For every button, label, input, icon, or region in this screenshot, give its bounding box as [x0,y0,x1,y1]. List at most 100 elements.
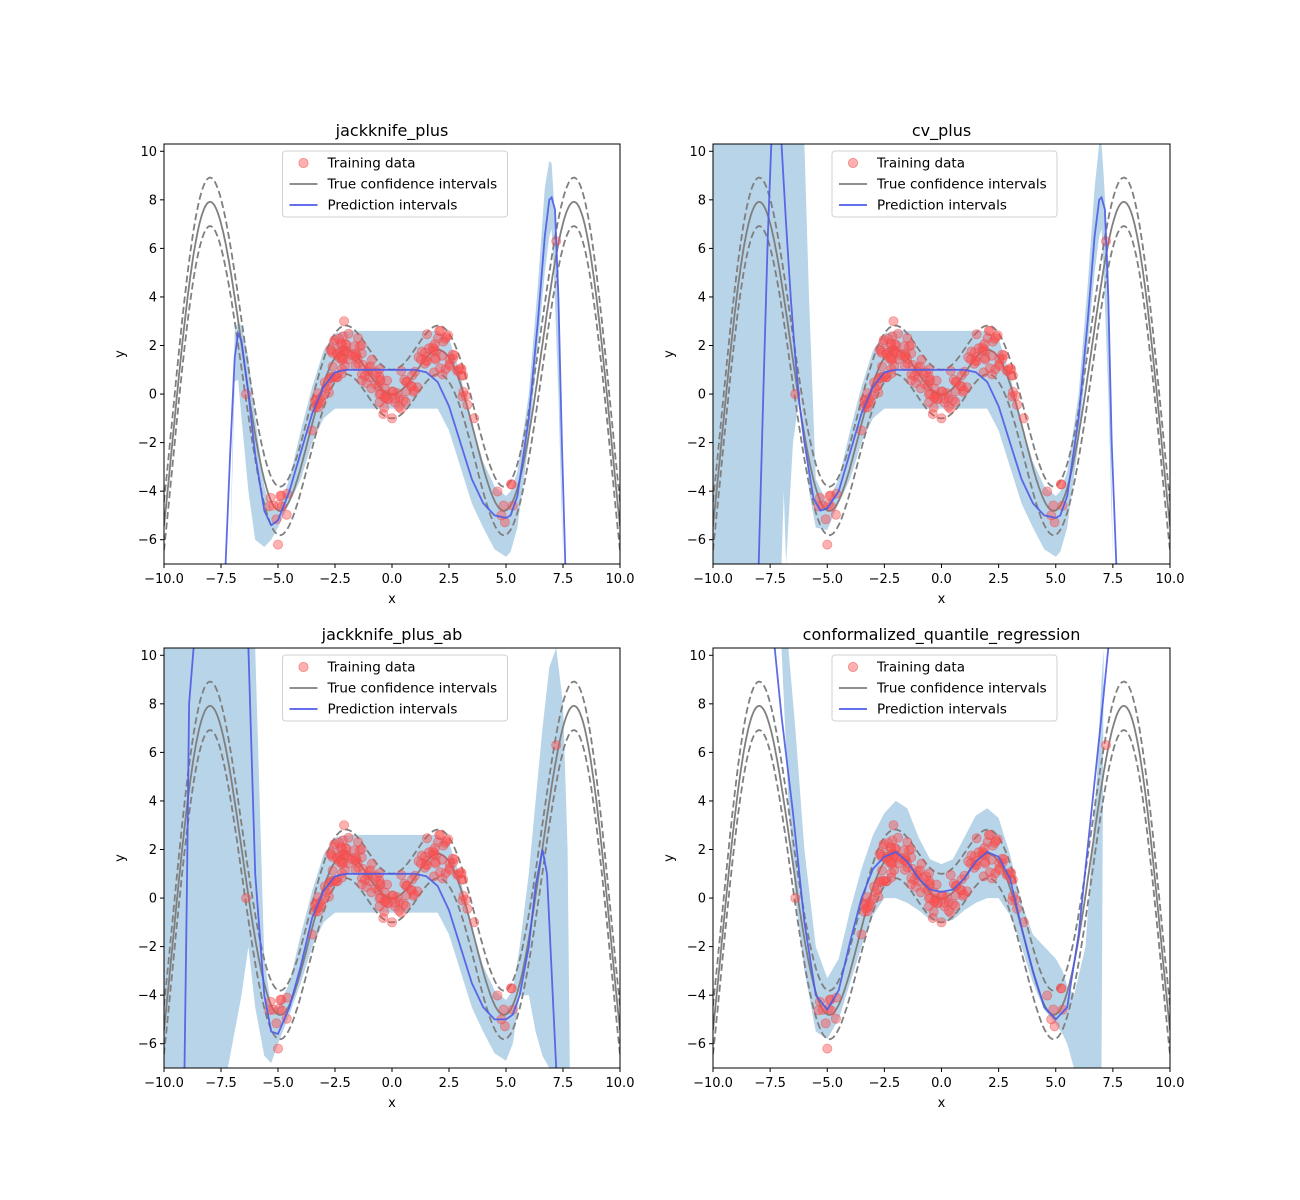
x-tick-label: 5.0 [1045,1076,1066,1091]
prediction-line [773,648,1110,1021]
training-points [790,236,1112,550]
x-tick-label: −2.5 [869,572,901,587]
y-tick-label: −2 [687,940,706,955]
training-point [374,893,385,904]
training-point [276,1005,287,1016]
y-tick-label: 6 [698,746,706,761]
training-point [958,385,969,396]
prediction-line [183,648,558,1068]
training-point [346,853,357,864]
x-tick-label: −5.0 [811,1076,843,1091]
true-function-line [164,201,620,527]
true-interval-dashed-line [164,225,620,551]
x-tick-label: 7.5 [1103,1076,1124,1091]
training-point [916,354,927,365]
training-point [878,335,889,346]
training-point [984,363,995,374]
training-point [1048,500,1059,511]
training-point [319,881,330,892]
x-tick-label: 10.0 [606,1076,635,1091]
y-tick-label: 2 [698,339,706,354]
true-function-line [164,705,620,1031]
training-point [393,905,404,916]
training-point [268,500,279,511]
y-tick-label: 4 [149,794,157,809]
training-point [1012,399,1023,410]
training-point [393,401,404,412]
y-tick-label: 0 [698,388,706,403]
training-point [895,349,906,360]
y-tick-label: 8 [698,193,706,208]
plot-area [164,648,620,1068]
training-point [399,374,410,385]
training-point [386,917,397,928]
x-tick-label: 0.0 [931,1076,952,1091]
training-point [790,893,801,904]
y-tick-label: 10 [689,649,706,664]
training-point [979,843,990,854]
training-point [388,386,399,397]
legend-box [282,654,508,722]
true-function-line [713,201,1170,527]
training-point [923,893,934,904]
training-point [455,867,466,878]
y-tick-label: 0 [149,388,157,403]
training-point [1018,413,1029,424]
training-point [415,858,426,869]
training-point [441,835,452,846]
training-point [492,990,503,1001]
training-point [264,501,275,512]
training-point [444,353,455,364]
legend: Training data True confidence intervals Pr… [831,654,1058,722]
y-tick-label: 0 [149,892,157,907]
plot-area [164,161,620,564]
x-tick-label: 5.0 [496,572,517,587]
x-tick-label: 7.5 [1103,572,1124,587]
training-point [820,1018,831,1029]
y-tick-label: −6 [138,533,157,548]
training-point [923,389,934,400]
training-point [945,365,956,376]
training-point [429,339,440,350]
training-point [994,865,1005,876]
training-point [409,889,420,900]
training-point [971,329,982,340]
training-point [336,858,347,869]
training-point [339,316,350,327]
training-point [965,354,976,365]
training-point [830,509,841,520]
training-point [951,376,962,387]
x-tick-label: −2.5 [319,572,351,587]
training-point [329,335,340,346]
y-tick-label: 4 [698,290,706,305]
training-point [927,913,938,924]
training-point [937,386,948,397]
true-interval-dashed-line [713,225,1170,551]
panel-title: conformalized_quantile_regression [803,625,1081,645]
training-point [415,354,426,365]
training-point [824,490,835,501]
training-point [994,353,1005,364]
training-point [458,386,469,397]
training-point [895,853,906,864]
y-tick-label: −2 [138,436,157,451]
training-point [987,873,998,884]
legend-marker-training [298,157,309,169]
y-tick-label: 10 [140,145,157,160]
training-point [924,868,935,879]
training-point [1046,1014,1057,1025]
legend-box [831,150,1058,218]
training-point [370,883,381,894]
training-point [506,479,517,490]
training-point [991,835,1002,846]
training-point [888,316,899,327]
training-point [455,363,466,374]
legend-label: True confidence intervals [876,681,1047,697]
training-point [462,399,473,410]
legend: Training data True confidence intervals Pr… [282,150,508,218]
training-point [969,358,980,369]
training-point [400,396,411,407]
training-point [444,858,455,869]
training-points [241,740,562,1054]
training-point [980,354,991,365]
